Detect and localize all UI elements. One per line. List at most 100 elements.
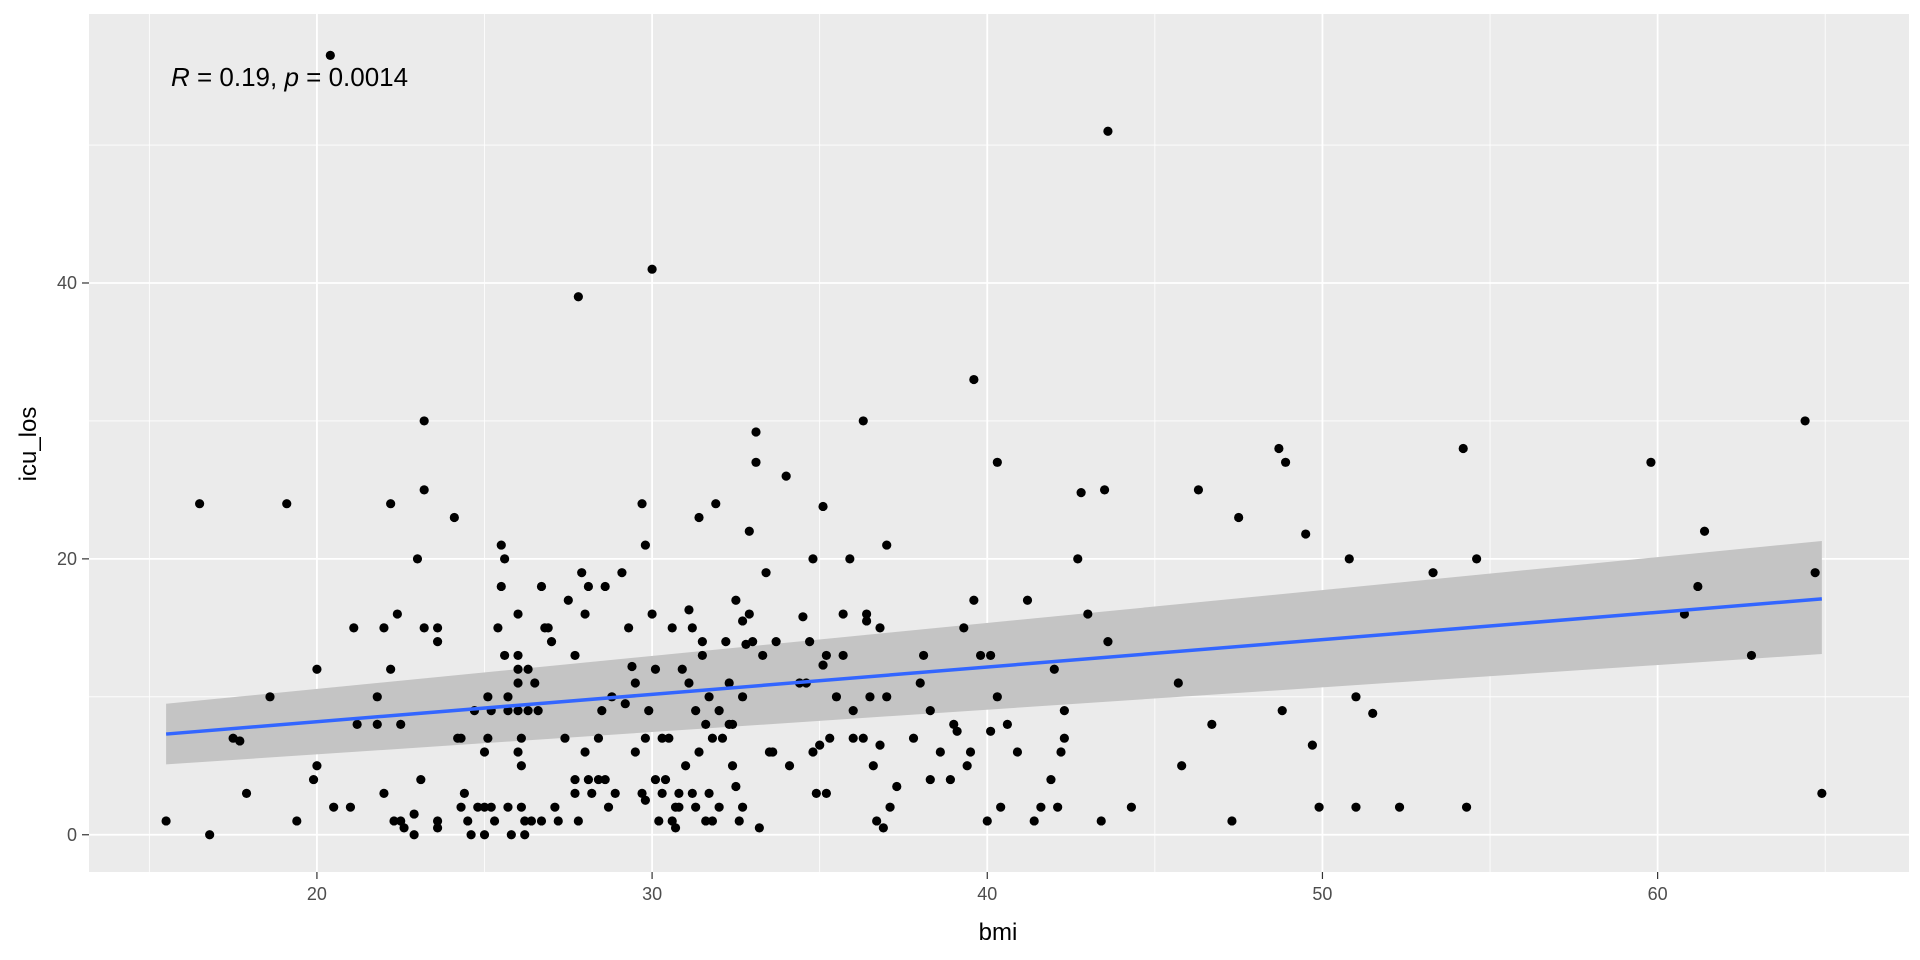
data-point (349, 623, 359, 633)
data-point (805, 637, 815, 647)
x-tick-label: 40 (977, 884, 997, 904)
data-point (345, 802, 356, 812)
data-point (1810, 568, 1820, 578)
data-point (503, 802, 513, 812)
data-point (808, 554, 818, 564)
data-point (1103, 637, 1113, 647)
data-point (432, 623, 443, 633)
data-point (1394, 802, 1405, 812)
data-point (771, 637, 781, 647)
data-point (992, 457, 1002, 467)
data-point (952, 726, 962, 736)
data-point (308, 774, 319, 785)
data-point (536, 816, 547, 826)
r-value: = 0.19, (190, 62, 285, 92)
data-point (744, 526, 754, 536)
data-point (523, 706, 533, 716)
data-point (500, 650, 510, 661)
data-point (533, 706, 543, 716)
data-point (483, 692, 493, 702)
data-point (637, 788, 647, 798)
axis-ticks: 20 30 40 50 60 0 20 40 (57, 273, 1668, 904)
data-point (1012, 747, 1023, 757)
data-point (379, 623, 389, 633)
x-tick-label: 50 (1312, 884, 1332, 904)
x-tick-label: 30 (642, 884, 662, 904)
data-point (627, 661, 637, 672)
data-point (660, 774, 671, 785)
data-point (161, 816, 171, 826)
data-point (573, 292, 583, 302)
data-point (560, 733, 570, 743)
data-point (1056, 747, 1066, 757)
data-point (419, 623, 429, 633)
data-point (312, 761, 322, 771)
data-point (496, 581, 506, 592)
data-point (513, 747, 523, 757)
data-point (516, 761, 526, 771)
data-point (570, 788, 580, 798)
data-point (282, 499, 292, 509)
p-symbol: p (283, 62, 298, 92)
data-point (986, 650, 996, 661)
data-point (962, 761, 972, 771)
data-point (875, 623, 885, 633)
data-point (486, 802, 496, 812)
data-point (543, 623, 553, 633)
data-point (235, 736, 245, 746)
data-point (241, 788, 252, 798)
data-point (1646, 457, 1656, 467)
data-point (664, 733, 674, 743)
y-tick-label: 40 (57, 273, 77, 293)
data-point (721, 637, 731, 647)
data-point (694, 747, 704, 757)
data-point (707, 816, 718, 826)
data-point (684, 605, 694, 615)
data-point (868, 761, 878, 771)
data-point (737, 802, 748, 812)
data-point (684, 678, 694, 688)
data-point (681, 761, 691, 771)
data-point (1103, 126, 1113, 136)
data-point (516, 802, 526, 812)
data-point (1036, 802, 1046, 812)
data-point (1428, 568, 1438, 578)
data-point (580, 747, 590, 757)
data-point (657, 733, 667, 743)
data-point (657, 788, 667, 798)
data-point (399, 823, 409, 833)
data-point (667, 623, 677, 633)
data-point (798, 612, 808, 622)
x-tick-label: 60 (1648, 884, 1668, 904)
data-point (1096, 816, 1106, 826)
data-point (691, 802, 701, 812)
data-point (570, 774, 580, 785)
data-point (432, 816, 443, 826)
data-point (969, 374, 979, 385)
p-value: = 0.0014 (299, 62, 408, 92)
data-point (392, 609, 402, 619)
data-point (731, 781, 741, 792)
data-point (583, 774, 594, 785)
data-point (523, 664, 533, 674)
data-point (784, 761, 795, 771)
data-point (593, 733, 604, 743)
data-point (456, 733, 466, 743)
data-point (959, 623, 969, 633)
data-point (432, 823, 443, 833)
data-point (701, 816, 711, 826)
correlation-annotation: R = 0.19, p = 0.0014 (171, 62, 408, 92)
data-point (563, 595, 573, 605)
data-point (1472, 554, 1482, 564)
data-point (845, 554, 855, 564)
data-point (821, 788, 831, 798)
data-point (925, 706, 935, 716)
data-point (1083, 609, 1093, 619)
data-point (419, 485, 429, 495)
data-point (1029, 816, 1039, 826)
data-point (456, 802, 466, 812)
data-point (865, 692, 875, 702)
data-point (386, 499, 396, 509)
data-point (768, 747, 778, 757)
